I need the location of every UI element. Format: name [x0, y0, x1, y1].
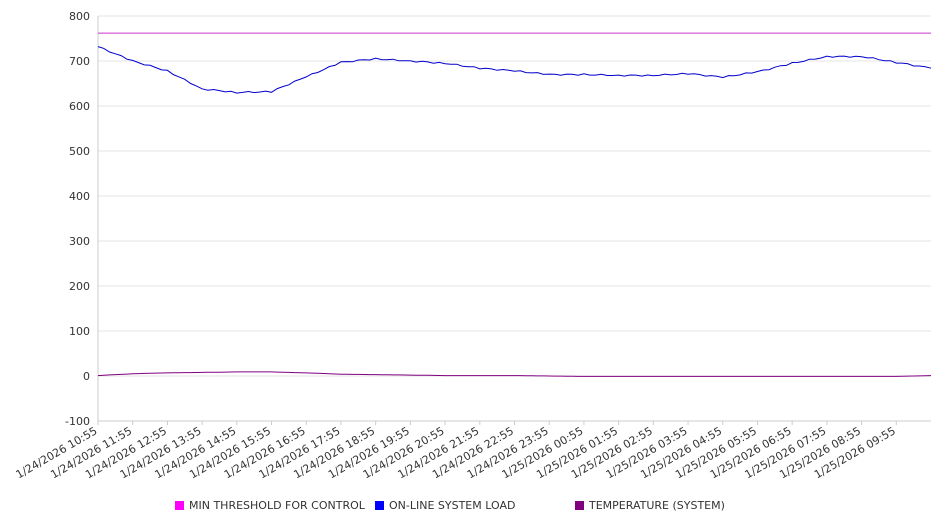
series-lines — [97, 32, 932, 377]
legend-swatch — [375, 500, 384, 510]
legend-item[interactable]: ON-LINE SYSTEM LOAD — [375, 497, 515, 513]
y-tick-label: 600 — [69, 100, 90, 113]
y-tick-label: -100 — [65, 415, 90, 428]
y-tick-label: 100 — [69, 325, 90, 338]
legend-label: ON-LINE SYSTEM LOAD — [389, 498, 516, 512]
axes — [97, 16, 931, 425]
y-tick-label: 0 — [83, 370, 90, 383]
legend-item[interactable]: TEMPERATURE (SYSTEM) — [575, 497, 725, 513]
y-axis-tick-labels: -100 0 100 200 300 400 500 600 700 800 — [65, 10, 90, 428]
legend-label: MIN THRESHOLD FOR CONTROL — [189, 498, 365, 512]
series-line-2 — [97, 371, 932, 377]
legend-swatch — [175, 500, 184, 510]
y-tick-label: 700 — [69, 55, 90, 68]
y-tick-label: 200 — [69, 280, 90, 293]
x-axis-tick-labels: 1/24/2026 10:551/24/2026 11:551/24/2026 … — [14, 424, 898, 481]
legend-label: TEMPERATURE (SYSTEM) — [589, 498, 725, 512]
series-line-1 — [97, 46, 932, 94]
grid-lines — [98, 15, 931, 422]
y-tick-label: 300 — [69, 235, 90, 248]
y-tick-label: 400 — [69, 190, 90, 203]
legend-swatch — [575, 500, 584, 510]
chart-legend: MIN THRESHOLD FOR CONTROL ON-LINE SYSTEM … — [0, 497, 946, 515]
y-tick-label: 500 — [69, 145, 90, 158]
y-tick-label: 800 — [69, 10, 90, 23]
legend-item[interactable]: MIN THRESHOLD FOR CONTROL — [175, 497, 365, 513]
